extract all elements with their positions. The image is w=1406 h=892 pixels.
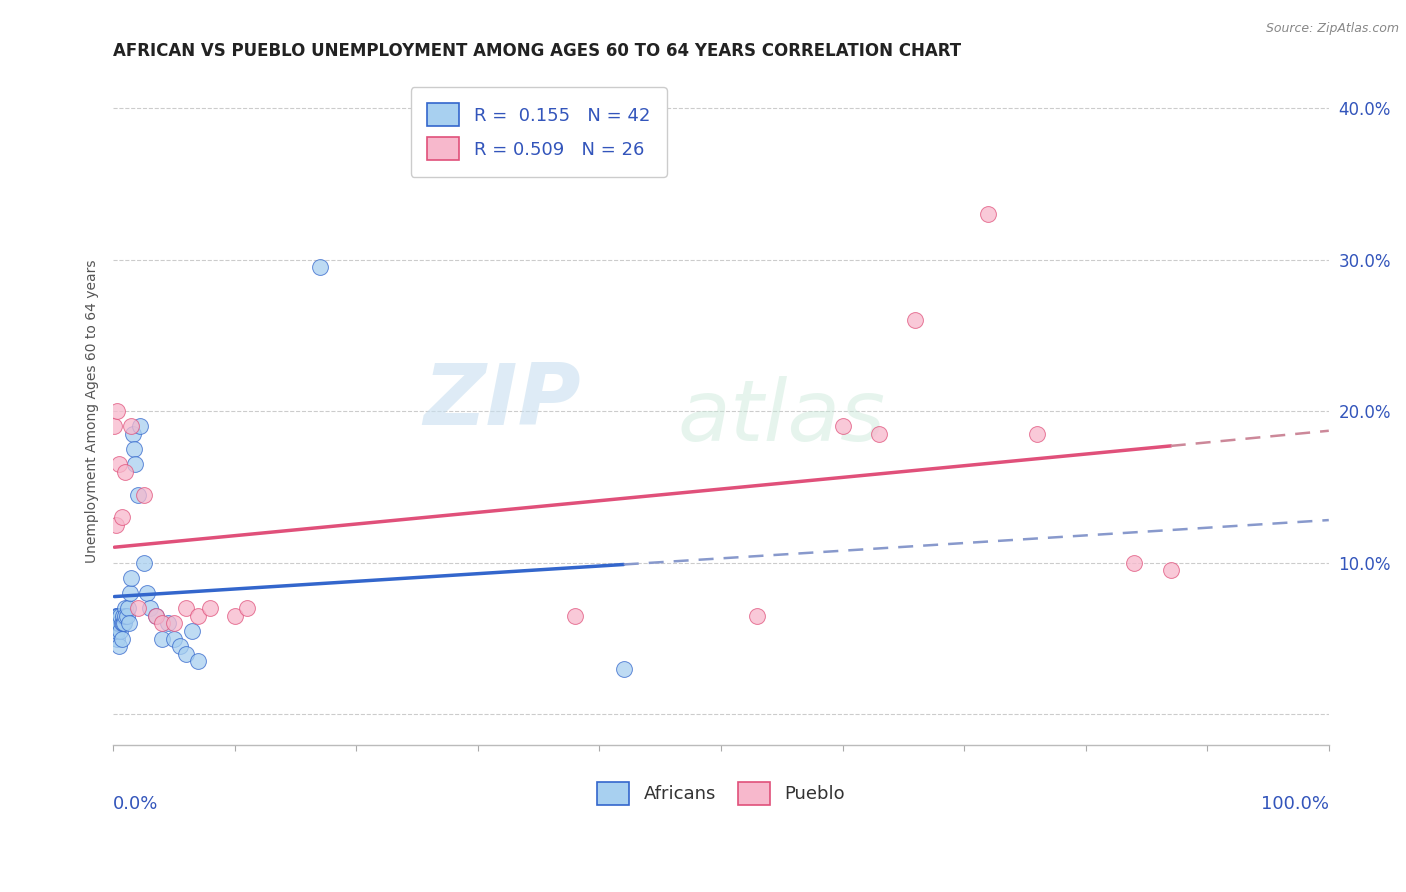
Text: 100.0%: 100.0% (1261, 795, 1329, 813)
Point (747, 608, 769, 623)
Point (129, 419, 152, 434)
Point (114, 601, 136, 615)
Point (156, 616, 179, 631)
Point (111, 510, 134, 524)
Point (122, 442, 145, 457)
Point (107, 616, 129, 631)
Point (163, 616, 186, 631)
Point (120, 571, 142, 585)
Text: ZIP: ZIP (423, 359, 581, 442)
Point (111, 616, 134, 631)
Point (977, 207, 1000, 221)
Point (108, 639, 131, 653)
Point (121, 427, 143, 442)
Point (132, 488, 155, 502)
Point (831, 419, 853, 434)
Point (132, 556, 155, 570)
Point (105, 608, 128, 623)
Point (104, 608, 127, 623)
Point (114, 608, 136, 623)
Point (127, 601, 149, 615)
Point (136, 586, 159, 600)
Point (112, 616, 135, 631)
Point (145, 608, 167, 623)
Point (224, 608, 246, 623)
Point (187, 608, 209, 623)
Point (111, 632, 134, 646)
Point (236, 601, 259, 615)
Point (114, 465, 136, 479)
Point (110, 608, 132, 623)
Point (115, 608, 138, 623)
Point (174, 647, 197, 661)
Point (118, 616, 141, 631)
Legend: Africans, Pueblo: Africans, Pueblo (589, 774, 852, 813)
Point (308, 260, 330, 275)
Point (108, 616, 131, 631)
Point (103, 419, 125, 434)
Point (105, 632, 128, 646)
Point (110, 624, 132, 638)
Point (150, 632, 173, 646)
Point (120, 586, 142, 600)
Point (200, 601, 222, 615)
Point (124, 458, 146, 472)
Point (145, 608, 167, 623)
Point (105, 624, 128, 638)
Text: 0.0%: 0.0% (114, 795, 159, 813)
Point (564, 608, 586, 623)
Text: atlas: atlas (678, 376, 886, 459)
Point (127, 488, 149, 502)
Point (103, 624, 125, 638)
Y-axis label: Unemployment Among Ages 60 to 64 years: Unemployment Among Ages 60 to 64 years (86, 260, 100, 563)
Point (107, 608, 129, 623)
Point (111, 616, 134, 631)
Point (138, 601, 160, 615)
Point (120, 419, 142, 434)
Point (868, 427, 890, 442)
Point (150, 616, 173, 631)
Point (163, 632, 186, 646)
Point (613, 662, 636, 676)
Point (105, 404, 128, 418)
Point (117, 601, 139, 615)
Point (1160, 563, 1182, 577)
Text: AFRICAN VS PUEBLO UNEMPLOYMENT AMONG AGES 60 TO 64 YEARS CORRELATION CHART: AFRICAN VS PUEBLO UNEMPLOYMENT AMONG AGE… (114, 42, 962, 60)
Point (104, 517, 127, 532)
Text: Source: ZipAtlas.com: Source: ZipAtlas.com (1265, 22, 1399, 36)
Point (104, 616, 127, 631)
Point (174, 601, 197, 615)
Point (169, 639, 191, 653)
Point (1123, 556, 1146, 570)
Point (108, 458, 131, 472)
Point (181, 624, 204, 638)
Point (904, 313, 927, 327)
Point (111, 608, 134, 623)
Point (1026, 427, 1049, 442)
Point (187, 654, 209, 668)
